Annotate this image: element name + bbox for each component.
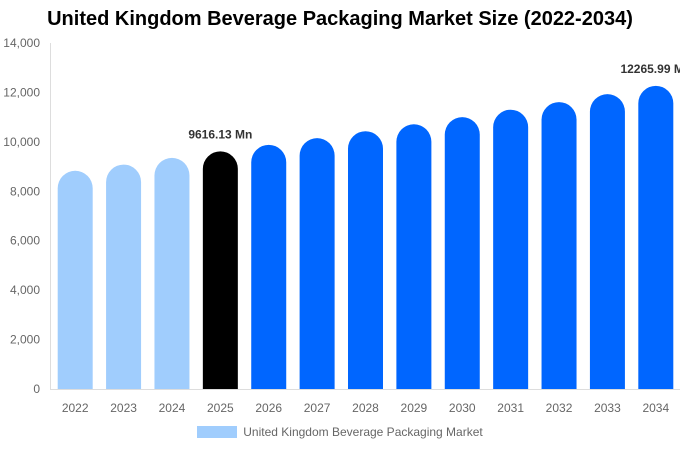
x-tick-label: 2033 — [594, 401, 621, 415]
bar-2022 — [57, 170, 93, 389]
chart-title: United Kingdom Beverage Packaging Market… — [47, 8, 633, 30]
x-tick-label: 2031 — [497, 401, 524, 415]
y-tick-label: 0 — [33, 382, 40, 396]
x-tick-label: 2022 — [62, 401, 89, 415]
x-tick-label: 2023 — [110, 401, 137, 415]
legend[interactable]: United Kingdom Beverage Packaging Market — [0, 425, 680, 439]
bar-2031 — [493, 109, 529, 389]
bar-2023 — [106, 164, 142, 389]
bar-2030 — [444, 117, 480, 389]
y-tick-label: 2,000 — [10, 333, 40, 347]
y-tick-label: 14,000 — [3, 36, 40, 50]
bar-2033 — [589, 94, 625, 389]
x-tick-label: 2030 — [449, 401, 476, 415]
bar-2027 — [299, 138, 335, 389]
bar-2026 — [251, 144, 287, 389]
x-tick-label: 2028 — [352, 401, 379, 415]
x-tick-label: 2024 — [159, 401, 186, 415]
bar-2024 — [154, 157, 190, 389]
bar-2034 — [638, 85, 674, 389]
data-label: 12265.99 Mn — [620, 62, 680, 76]
bar-2025 — [202, 151, 238, 389]
bar-2028 — [348, 131, 383, 390]
y-tick-label: 4,000 — [10, 283, 40, 297]
legend-label: United Kingdom Beverage Packaging Market — [243, 425, 483, 439]
y-tick-label: 8,000 — [10, 184, 40, 198]
x-tick-label: 2034 — [642, 401, 669, 415]
y-tick-label: 12,000 — [3, 85, 40, 99]
data-label: 9616.13 Mn — [188, 127, 252, 141]
x-tick-label: 2025 — [207, 401, 234, 415]
x-tick-label: 2026 — [255, 401, 282, 415]
x-tick-label: 2032 — [546, 401, 573, 415]
x-tick-label: 2029 — [401, 401, 428, 415]
x-tick-label: 2027 — [304, 401, 331, 415]
bar-2029 — [396, 124, 432, 390]
y-tick-label: 6,000 — [10, 234, 40, 248]
y-tick-label: 10,000 — [3, 135, 40, 149]
legend-swatch — [197, 426, 238, 438]
bar-2032 — [541, 102, 577, 390]
